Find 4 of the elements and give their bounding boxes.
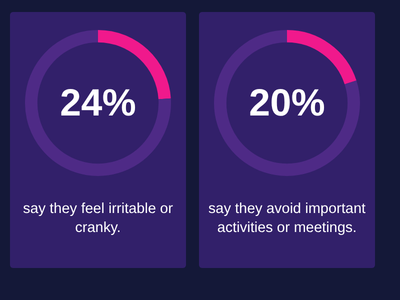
text: say they avoid important activities or meetings. [207, 200, 367, 238]
text: 20% [248, 82, 326, 124]
text: 24% [60, 82, 136, 124]
text: say they feel irritable or cranky. [22, 200, 174, 238]
